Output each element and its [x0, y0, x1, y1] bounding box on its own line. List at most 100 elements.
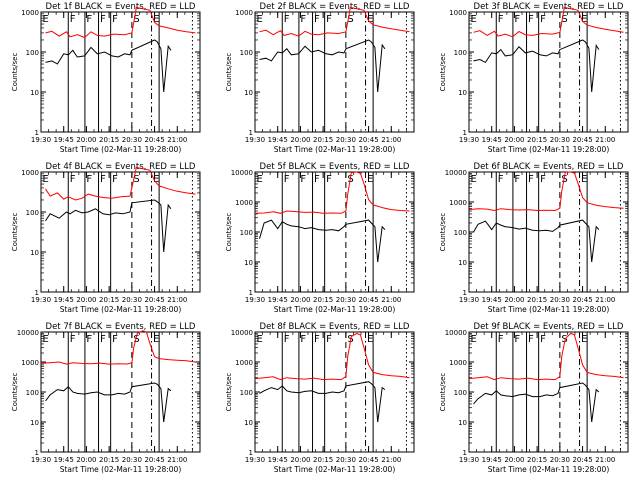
- annotation-label: F: [112, 334, 118, 345]
- y-tick-label: 100: [26, 209, 39, 217]
- x-tick-label: 20:45: [358, 456, 378, 464]
- y-tick-label: 10000: [445, 329, 467, 337]
- annotation-label: F: [528, 174, 534, 185]
- y-tick-label: 10: [458, 259, 467, 267]
- annotation-label: F: [70, 14, 76, 25]
- annotation-label: E: [153, 334, 159, 345]
- x-tick-label: 19:45: [482, 456, 502, 464]
- panel-title: Det 6f BLACK = Events, RED = LLD: [474, 162, 624, 172]
- series-line-lld: [254, 171, 410, 214]
- panel-title: Det 9f BLACK = Events, RED = LLD: [474, 322, 624, 332]
- x-axis-label: Start Time (02-Mar-11 19:28:00): [274, 145, 396, 154]
- panel-det-4: Det 4f BLACK = Events, RED = LLD 1 10 100 10…: [11, 162, 201, 314]
- panel-det-2: Det 2f BLACK = Events, RED = LLD 1 10 100 10…: [225, 2, 415, 154]
- panel-det-5: Det 5f BLACK = Events, RED = LLD 1 10 100 10…: [225, 162, 415, 314]
- x-tick-label: 20:30: [550, 136, 570, 144]
- annotation-label: S: [133, 334, 139, 345]
- annotation-label: S: [561, 14, 567, 25]
- annotation-label: S: [561, 334, 567, 345]
- annotation-label: F: [498, 174, 504, 185]
- annotation-label: E: [153, 174, 159, 185]
- annotation-label: F: [528, 334, 534, 345]
- x-tick-label: 20:30: [122, 296, 142, 304]
- y-tick-label: 1000: [21, 359, 39, 367]
- annotation-label: F: [514, 14, 520, 25]
- plot-frame: [468, 171, 629, 293]
- x-tick-label: 19:45: [268, 456, 288, 464]
- x-tick-label: 19:30: [459, 136, 479, 144]
- x-tick-label: 20:45: [144, 456, 164, 464]
- x-tick-label: 20:15: [527, 136, 547, 144]
- annotation-label: F: [540, 334, 546, 345]
- y-axis-label: Counts/sec: [225, 53, 233, 92]
- plot-frame: [468, 11, 629, 133]
- y-tick-label: 100: [240, 49, 253, 57]
- annotation-label: F: [498, 334, 504, 345]
- x-tick-label: 19:45: [54, 136, 74, 144]
- y-tick-label: 100: [240, 389, 253, 397]
- x-tick-label: 19:30: [245, 136, 265, 144]
- annotation-label: F: [498, 14, 504, 25]
- annotation-label: F: [86, 334, 92, 345]
- x-tick-label: 21:00: [167, 296, 187, 304]
- panel-det-6: Det 6f BLACK = Events, RED = LLD 1 10 100 10…: [439, 162, 629, 314]
- x-tick-label: 20:45: [572, 136, 592, 144]
- panel-title: Det 3f BLACK = Events, RED = LLD: [474, 2, 624, 12]
- annotation-label: E: [367, 14, 373, 25]
- series-line-events: [259, 39, 386, 93]
- annotation-label: F: [70, 334, 76, 345]
- y-tick-label: 1000: [21, 169, 39, 177]
- x-tick-label: 20:15: [99, 296, 119, 304]
- plot-frame: [468, 331, 629, 453]
- x-tick-label: 20:15: [527, 296, 547, 304]
- x-tick-label: 19:45: [482, 136, 502, 144]
- series-line-events: [473, 219, 600, 263]
- x-tick-label: 21:00: [167, 456, 187, 464]
- y-tick-label: 1000: [449, 359, 467, 367]
- y-tick-label: 10: [244, 419, 253, 427]
- annotation-label: S: [561, 174, 567, 185]
- y-tick-label: 10000: [231, 169, 253, 177]
- annotation-label: F: [284, 334, 290, 345]
- annotation-label: F: [326, 14, 332, 25]
- series-line-events: [45, 199, 172, 253]
- x-tick-label: 20:00: [504, 456, 524, 464]
- x-axis-label: Start Time (02-Mar-11 19:28:00): [488, 305, 610, 314]
- annotation-label: F: [314, 334, 320, 345]
- x-tick-label: 19:30: [245, 296, 265, 304]
- x-tick-label: 20:30: [550, 296, 570, 304]
- annotation-label: F: [300, 334, 306, 345]
- annotation-label: E: [257, 174, 263, 185]
- series-line-events: [473, 382, 600, 423]
- annotation-label: E: [43, 174, 49, 185]
- x-tick-label: 19:30: [245, 456, 265, 464]
- panel-title: Det 4f BLACK = Events, RED = LLD: [46, 162, 196, 172]
- annotation-label: E: [581, 14, 587, 25]
- panel-title: Det 7f BLACK = Events, RED = LLD: [46, 322, 196, 332]
- x-tick-label: 20:15: [99, 456, 119, 464]
- x-tick-label: 19:45: [54, 456, 74, 464]
- series-line-events: [45, 382, 172, 423]
- annotation-label: E: [43, 334, 49, 345]
- y-tick-label: 1: [249, 289, 253, 297]
- y-tick-label: 1: [249, 129, 253, 137]
- series-line-lld: [45, 166, 196, 201]
- series-line-lld: [473, 6, 624, 38]
- panel-det-8: Det 8f BLACK = Events, RED = LLD 1 10 100 10…: [225, 322, 415, 474]
- x-tick-label: 21:00: [381, 296, 401, 304]
- y-tick-label: 1000: [235, 9, 253, 17]
- x-tick-label: 20:00: [290, 136, 310, 144]
- x-tick-label: 19:30: [459, 296, 479, 304]
- y-tick-label: 10: [458, 419, 467, 427]
- x-tick-label: 20:45: [572, 456, 592, 464]
- annotation-label: F: [284, 174, 290, 185]
- y-tick-label: 10: [30, 419, 39, 427]
- y-tick-label: 1000: [449, 9, 467, 17]
- x-tick-label: 21:00: [167, 136, 187, 144]
- x-tick-label: 19:30: [31, 296, 51, 304]
- series-line-events: [45, 39, 172, 93]
- annotation-label: E: [471, 334, 477, 345]
- x-tick-label: 20:00: [504, 296, 524, 304]
- annotation-label: E: [471, 174, 477, 185]
- x-tick-label: 20:30: [336, 136, 356, 144]
